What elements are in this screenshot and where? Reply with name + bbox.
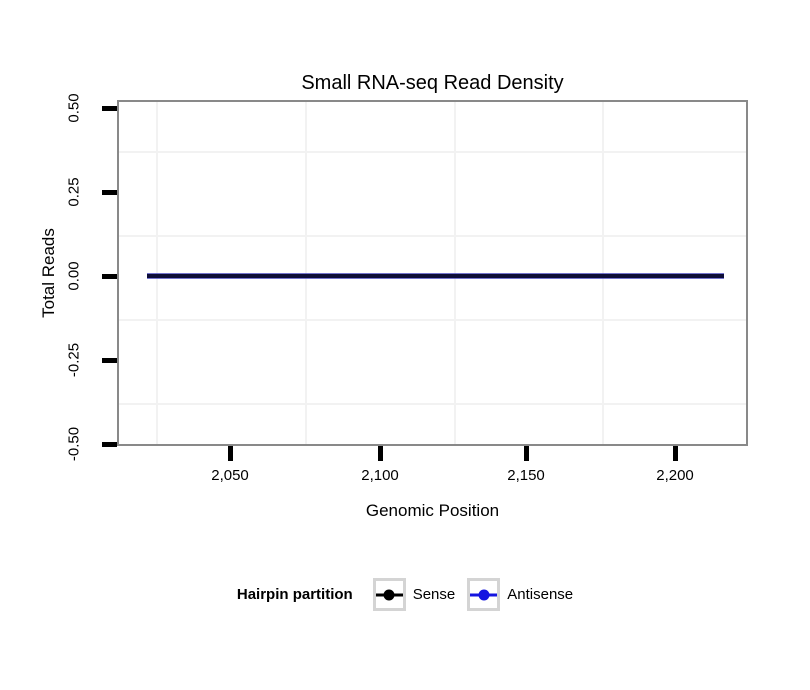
legend-title: Hairpin partition — [236, 586, 353, 603]
legend-key-sense — [372, 578, 406, 611]
y-tick — [102, 442, 117, 447]
x-tick-label: 2,200 — [656, 467, 694, 484]
y-axis-title: Total Reads — [39, 228, 58, 318]
y-tick-label: 0.50 — [65, 93, 83, 123]
legend: Hairpin partition Sense Antisense — [0, 578, 810, 611]
y-tick — [102, 358, 117, 363]
minor-gridline-vertical — [305, 102, 307, 444]
legend-label-sense: Sense — [412, 586, 456, 603]
y-tick-label: -0.25 — [65, 342, 83, 378]
y-tick-label: -0.50 — [65, 426, 83, 462]
x-tick-label: 2,150 — [507, 467, 545, 484]
read-density-line — [147, 274, 724, 278]
minor-gridline-vertical — [454, 102, 456, 444]
minor-gridline-vertical — [156, 102, 158, 444]
x-tick — [524, 446, 529, 461]
y-tick — [102, 274, 117, 279]
minor-gridline-horizontal — [119, 403, 746, 405]
minor-gridline-horizontal — [119, 235, 746, 237]
x-tick-label: 2,100 — [361, 467, 399, 484]
x-tick-label: 2,050 — [211, 467, 249, 484]
legend-key-antisense — [467, 578, 501, 611]
x-axis-title: Genomic Position — [365, 501, 500, 520]
minor-gridline-horizontal — [119, 319, 746, 321]
plot-panel — [117, 100, 748, 446]
x-tick — [673, 446, 678, 461]
y-tick — [102, 190, 117, 195]
y-tick-label: 0.25 — [65, 177, 83, 207]
y-tick-label: 0.00 — [65, 261, 83, 291]
chart-title: Small RNA-seq Read Density — [301, 72, 564, 94]
minor-gridline-horizontal — [119, 151, 746, 153]
x-tick — [378, 446, 383, 461]
sense-point-icon — [383, 589, 395, 600]
minor-gridline-vertical — [602, 102, 604, 444]
y-tick — [102, 106, 117, 111]
legend-label-antisense: Antisense — [507, 586, 574, 603]
x-tick — [228, 446, 233, 461]
antisense-point-icon — [478, 589, 490, 600]
